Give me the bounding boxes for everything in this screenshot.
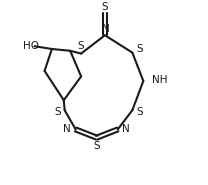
Text: NH: NH bbox=[152, 75, 168, 85]
Text: S: S bbox=[93, 141, 100, 151]
Text: S: S bbox=[77, 41, 84, 51]
Text: N: N bbox=[63, 124, 71, 134]
Text: HO: HO bbox=[23, 41, 39, 51]
Text: S: S bbox=[54, 107, 61, 117]
Text: N: N bbox=[102, 24, 110, 34]
Text: N: N bbox=[122, 124, 130, 134]
Text: S: S bbox=[136, 107, 143, 117]
Text: S: S bbox=[136, 44, 143, 54]
Text: S: S bbox=[102, 2, 108, 12]
